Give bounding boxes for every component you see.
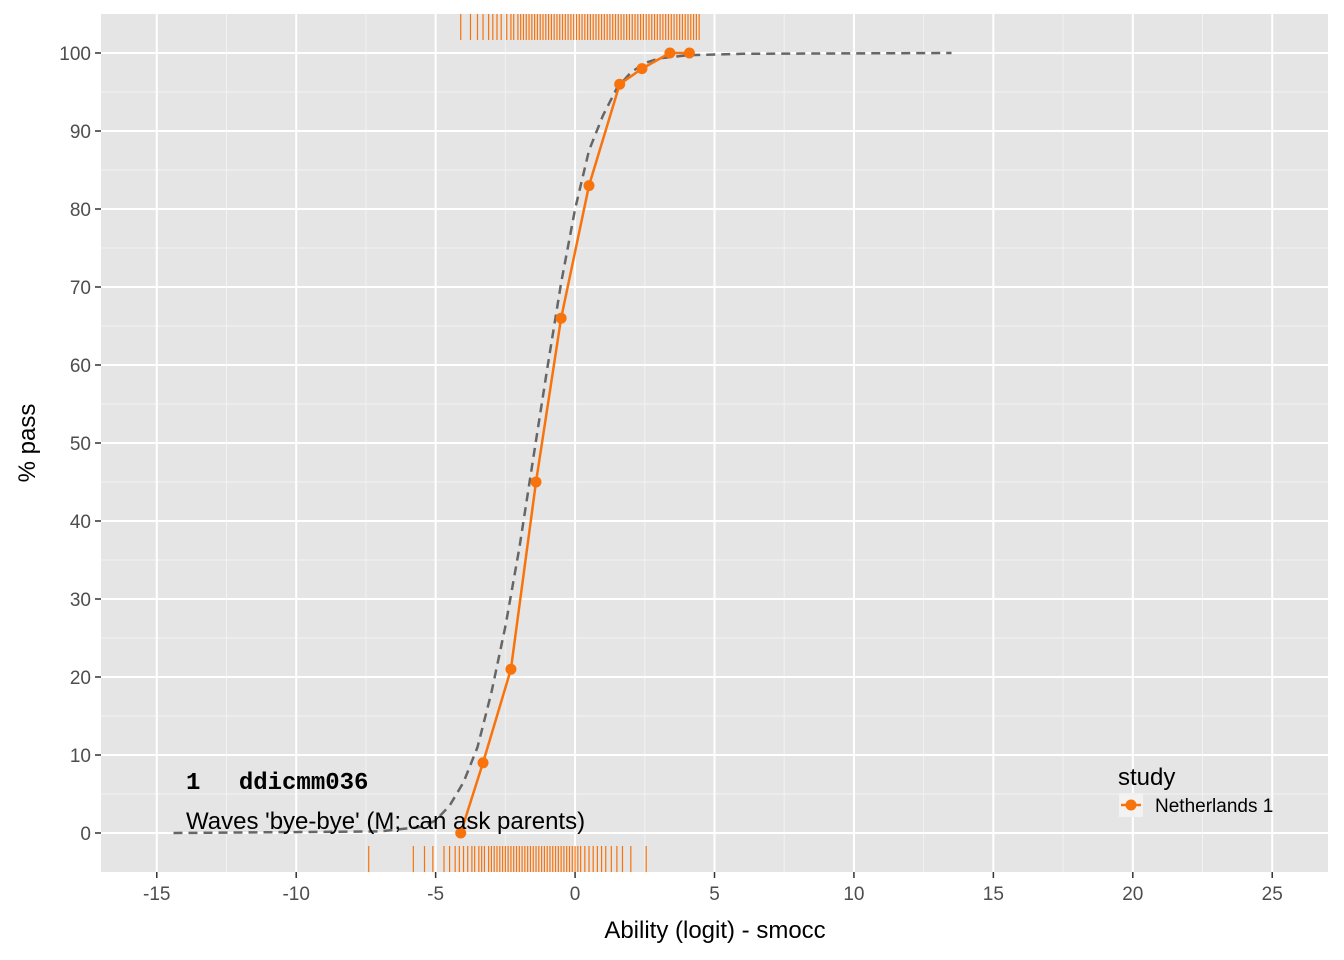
y-tick-label: 50: [70, 434, 91, 455]
legend-label-netherlands-1: Netherlands 1: [1155, 796, 1273, 817]
data-point: [505, 663, 517, 675]
series-line-netherlands-1: [459, 51, 690, 834]
y-tick-label: 40: [70, 512, 91, 533]
y-tick-label: 10: [70, 746, 91, 767]
x-axis: -15 -10 -5 0 5 10 15 20 25: [143, 872, 1283, 905]
rug-pass: [460, 14, 700, 40]
data-point: [664, 47, 676, 59]
y-tick-label: 80: [70, 200, 91, 221]
x-tick-label: 0: [570, 884, 581, 905]
data-point: [455, 827, 467, 839]
data-point: [583, 180, 595, 192]
x-tick-label: -10: [282, 884, 309, 905]
annotation-number: 1: [186, 770, 200, 797]
x-axis-title: Ability (logit) - smocc: [604, 917, 825, 944]
rug-fail: [368, 846, 647, 872]
y-tick-label: 60: [70, 356, 91, 377]
y-axis-title: % pass: [14, 404, 41, 483]
legend: study Netherlands 1: [1118, 764, 1273, 817]
y-tick-label: 30: [70, 590, 91, 611]
annotation-label: Waves 'bye-bye' (M; can ask parents): [186, 808, 585, 835]
x-tick-label: 10: [843, 884, 864, 905]
y-tick-label: 90: [70, 122, 91, 143]
major-grid: [101, 14, 1328, 872]
y-tick-label: 20: [70, 668, 91, 689]
data-point: [683, 47, 695, 59]
legend-key-point: [1125, 799, 1137, 811]
x-tick-label: 15: [983, 884, 1004, 905]
data-point: [636, 63, 648, 75]
x-tick-label: 25: [1262, 884, 1283, 905]
y-tick-label: 70: [70, 278, 91, 299]
annotation: 1 ddicmm036 Waves 'bye-bye' (M; can ask …: [186, 770, 585, 835]
x-tick-label: -5: [427, 884, 444, 905]
annotation-item-code: ddicmm036: [239, 770, 369, 797]
data-point: [477, 757, 489, 769]
x-tick-label: -15: [143, 884, 170, 905]
legend-title: study: [1118, 764, 1175, 791]
data-point: [555, 312, 567, 324]
series-points: [455, 47, 695, 839]
y-tick-label: 0: [80, 824, 91, 845]
data-point: [530, 476, 542, 488]
data-point: [614, 78, 626, 90]
reference-curve: [173, 51, 952, 835]
annotation-code: 1 ddicmm036: [186, 770, 368, 797]
y-tick-label: 100: [59, 44, 91, 65]
x-tick-label: 20: [1122, 884, 1143, 905]
x-tick-label: 5: [709, 884, 720, 905]
y-axis: 0 10 20 30 40 50 60 70 80 90 100: [59, 44, 101, 845]
